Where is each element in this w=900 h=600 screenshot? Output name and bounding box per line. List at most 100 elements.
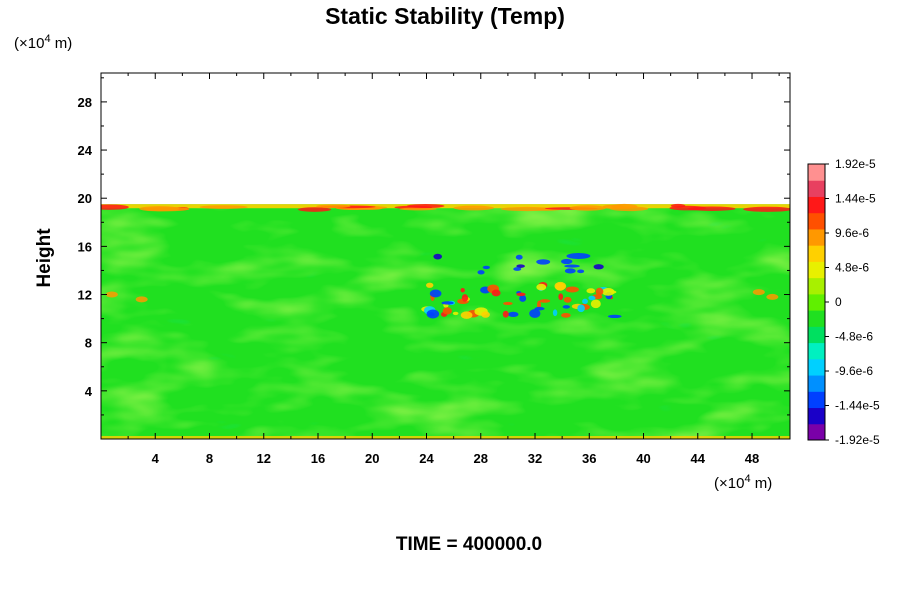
colorbar-segment	[808, 326, 825, 344]
x-tick-label: 12	[257, 451, 271, 466]
negative-cell	[482, 265, 490, 270]
tropopause-blob	[399, 207, 437, 211]
instability-cell	[563, 296, 572, 303]
x-tick-label: 28	[474, 451, 488, 466]
x-axis-unit: (×104 m)	[714, 473, 772, 492]
colorbar-segment	[808, 391, 825, 409]
negative-cell	[433, 253, 443, 260]
edge-cell	[135, 296, 148, 303]
instability-cell	[481, 311, 490, 318]
colorbar-tick-label: -1.44e-5	[835, 399, 880, 413]
colorbar-segment	[808, 407, 825, 425]
negative-cell	[577, 269, 585, 274]
x-tick-label: 4	[152, 451, 160, 466]
negative-cell	[536, 259, 551, 265]
instability-cell	[491, 289, 501, 297]
instability-cell	[590, 299, 601, 309]
instability-cell	[607, 314, 622, 319]
colorbar-tick-label: 4.8e-6	[835, 261, 869, 275]
instability-cell	[534, 306, 545, 311]
instability-cell	[565, 286, 579, 293]
colorbar-tick-label: -9.6e-6	[835, 364, 873, 378]
colorbar-segment	[808, 310, 825, 327]
colorbar-segment	[808, 261, 825, 279]
instability-cell	[555, 283, 566, 291]
tropopause-blob	[453, 205, 495, 211]
x-tick-label: 24	[419, 451, 434, 466]
colorbar-segment	[808, 196, 825, 214]
y-axis-unit: (×104 m)	[14, 33, 72, 52]
x-tick-label: 48	[745, 451, 759, 466]
colorbar: 1.92e-5 1.44e-5 9.6e-6 4.8e-6 0 -4.8e-6 -9.6e-…	[807, 157, 880, 447]
x-tick-label: 20	[365, 451, 379, 466]
tropopause-blob	[500, 206, 555, 212]
y-tick-label: 28	[78, 95, 92, 110]
surface-strip	[101, 436, 790, 439]
colorbar-segment	[808, 358, 825, 376]
colorbar-tick-label: -4.8e-6	[835, 330, 873, 344]
instability-cell	[595, 287, 604, 296]
colorbar-tick-label: 1.92e-5	[835, 157, 876, 171]
instability-cell	[442, 307, 452, 315]
y-tick-label: 4	[85, 384, 93, 399]
instability-cell	[561, 312, 571, 318]
tropopause-blob	[297, 207, 332, 212]
edge-cell	[105, 291, 118, 298]
y-tick-label: 24	[78, 143, 93, 158]
tropopause-blob	[406, 204, 445, 209]
negative-cell	[560, 258, 573, 265]
colorbar-segment	[808, 375, 825, 392]
edge-cell	[752, 289, 765, 296]
instability-cell	[601, 288, 615, 296]
instability-cell	[519, 295, 527, 302]
instability-cell	[588, 295, 596, 301]
negative-cell	[593, 264, 604, 270]
instability-cell	[461, 294, 469, 302]
colorbar-segment	[808, 180, 825, 197]
colorbar-segment	[808, 423, 825, 441]
instability-cell	[577, 304, 585, 313]
colorbar-tick-label: 9.6e-6	[835, 226, 869, 240]
tropopause-blob	[569, 205, 607, 211]
instability-cell	[460, 311, 473, 319]
negative-cell	[564, 268, 576, 274]
tropopause-blob	[669, 205, 707, 211]
instability-cell	[582, 298, 588, 304]
negative-cell	[477, 270, 485, 275]
stability-field	[101, 203, 790, 439]
instability-cell	[426, 282, 434, 288]
y-tick-label: 12	[78, 288, 92, 303]
instability-cell	[539, 299, 551, 303]
tropopause-blob	[199, 205, 248, 209]
y-tick-label: 20	[78, 191, 92, 206]
x-tick-label: 40	[636, 451, 650, 466]
y-axis: 4 8 12 16 20 24 28	[78, 77, 790, 416]
colorbar-tick-label: 1.44e-5	[835, 192, 876, 206]
negative-cell	[513, 267, 522, 271]
instability-cell	[503, 301, 513, 306]
instability-cell	[552, 309, 558, 317]
instability-cell	[529, 309, 541, 318]
y-tick-label: 8	[85, 336, 92, 351]
tropopause-blob	[743, 206, 790, 212]
instability-cell	[562, 305, 570, 309]
x-tick-label: 44	[691, 451, 706, 466]
colorbar-segment	[808, 228, 825, 246]
instability-cell	[429, 289, 442, 298]
colorbar-segment	[808, 277, 825, 295]
field-texture-cyan	[101, 204, 790, 439]
edge-cell	[766, 293, 779, 300]
x-axis: 4 8 12 16 20 24 28 32 36 40 44 48	[127, 73, 780, 466]
x-tick-label: 32	[528, 451, 542, 466]
instability-cell	[502, 310, 509, 318]
instability-cell	[428, 312, 435, 317]
colorbar-segment	[808, 293, 825, 311]
instability-cell	[460, 288, 465, 293]
y-tick-label: 16	[78, 239, 92, 254]
x-tick-label: 16	[311, 451, 325, 466]
tropopause-band	[101, 204, 790, 209]
y-axis-title: Height	[34, 228, 55, 288]
instability-cell	[508, 311, 519, 318]
negative-cell	[564, 264, 580, 268]
colorbar-tick-label: 0	[835, 295, 842, 309]
